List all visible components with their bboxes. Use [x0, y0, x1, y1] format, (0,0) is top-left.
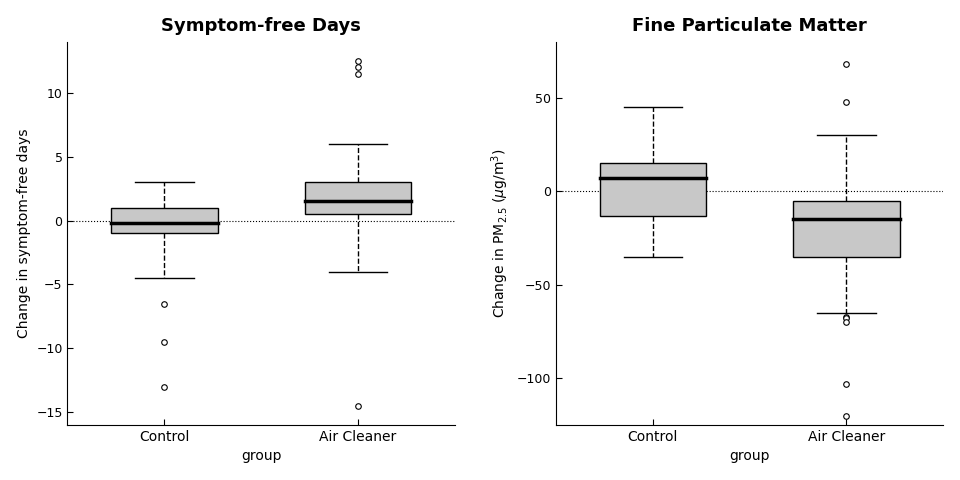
Bar	[111, 208, 218, 233]
Title: Fine Particulate Matter: Fine Particulate Matter	[633, 17, 867, 35]
Y-axis label: Change in symptom-free days: Change in symptom-free days	[16, 129, 31, 338]
X-axis label: group: group	[241, 449, 281, 463]
Title: Symptom-free Days: Symptom-free Days	[161, 17, 361, 35]
X-axis label: group: group	[730, 449, 770, 463]
Bar	[304, 182, 411, 214]
Bar	[600, 163, 706, 216]
Y-axis label: Change in PM$_{2.5}$ ($\mu$g$/$m$^3$): Change in PM$_{2.5}$ ($\mu$g$/$m$^3$)	[490, 149, 511, 318]
Bar	[793, 201, 900, 257]
